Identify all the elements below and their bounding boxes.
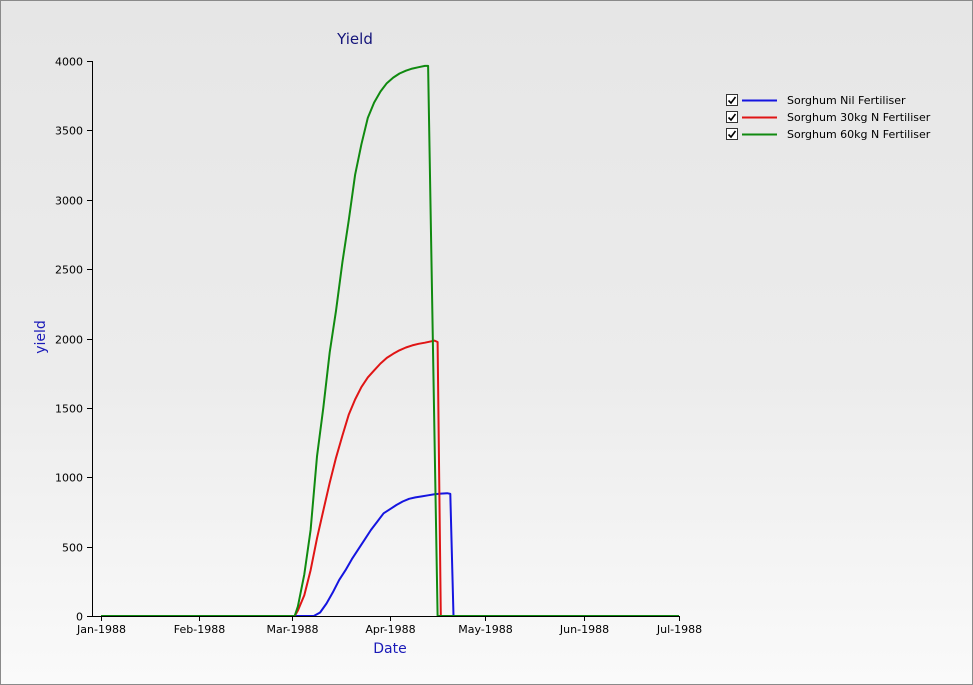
chart-title: Yield: [336, 30, 373, 48]
y-tick-label: 2500: [55, 264, 83, 277]
y-tick-label: 4000: [55, 56, 83, 69]
y-tick-label: 1000: [55, 472, 83, 485]
x-tick-label: Jan-1988: [76, 623, 126, 636]
checkmark-icon: [727, 96, 737, 105]
y-tick-label: 1500: [55, 403, 83, 416]
series-line-2: [101, 339, 679, 617]
y-axis-ticks: 0 500 1000 1500 2000 2500 3000 3500 4000: [55, 56, 92, 624]
x-tick-label: Jun-1988: [559, 623, 609, 636]
plot-area: Jan-1988 Feb-1988 Mar-1988 Apr-1988 May-1988…: [55, 56, 702, 637]
y-tick-label: 3000: [55, 195, 83, 208]
series-line-1: [101, 492, 679, 617]
x-tick-label: Jul-1988: [656, 623, 702, 636]
y-axis-title: yield: [33, 320, 49, 354]
x-axis-ticks: Jan-1988 Feb-1988 Mar-1988 Apr-1988 May-1988…: [76, 616, 702, 636]
x-tick-label: Feb-1988: [174, 623, 225, 636]
legend-item[interactable]: Sorghum 30kg N Fertiliser: [726, 111, 931, 124]
legend: Sorghum Nil Fertiliser Sorghum 30kg N Fer…: [726, 94, 931, 141]
legend-checkbox[interactable]: [726, 111, 738, 123]
legend-checkbox[interactable]: [726, 128, 738, 140]
y-tick-label: 3500: [55, 125, 83, 138]
legend-item[interactable]: Sorghum 60kg N Fertiliser: [726, 128, 931, 141]
series-line-3: [101, 64, 679, 617]
y-tick-label: 0: [76, 611, 83, 624]
legend-label: Sorghum 60kg N Fertiliser: [787, 128, 931, 141]
series-group: [101, 64, 679, 617]
x-tick-label: Apr-1988: [365, 623, 415, 636]
x-axis-title: Date: [373, 641, 406, 657]
legend-label: Sorghum 30kg N Fertiliser: [787, 111, 931, 124]
checkmark-icon: [727, 113, 737, 122]
legend-item[interactable]: Sorghum Nil Fertiliser: [726, 94, 907, 107]
y-tick-label: 2000: [55, 334, 83, 347]
legend-checkbox[interactable]: [726, 94, 738, 106]
checkmark-icon: [727, 130, 737, 139]
x-tick-label: May-1988: [458, 623, 513, 636]
y-tick-label: 500: [62, 542, 83, 555]
legend-label: Sorghum Nil Fertiliser: [787, 94, 906, 107]
x-tick-label: Mar-1988: [266, 623, 318, 636]
